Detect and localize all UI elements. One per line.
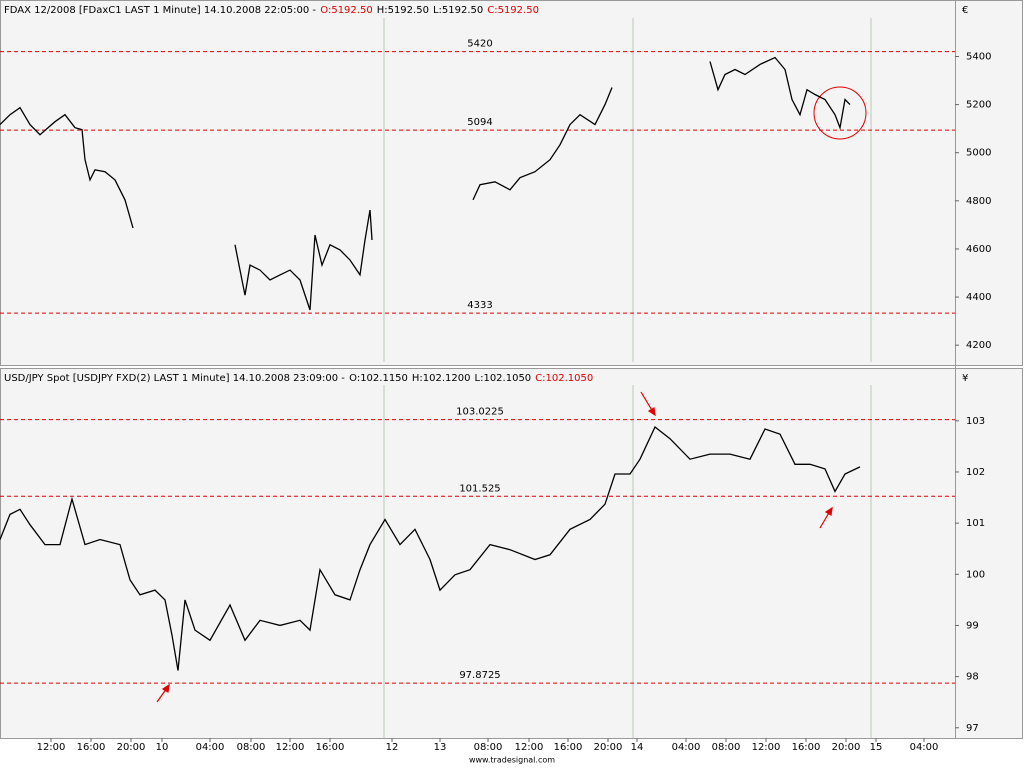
y-tick-label: 100: [966, 569, 985, 580]
arrows: [156, 391, 833, 703]
ohlc-value: C:5192.50: [487, 5, 539, 16]
x-tick-label: 12:00: [37, 742, 66, 753]
currency: €: [962, 5, 968, 16]
highlight-circle: [813, 86, 867, 140]
x-tick-label: 08:00: [712, 742, 741, 753]
y-tick-label: 98: [966, 672, 979, 683]
x-tick-label: 16:00: [554, 742, 583, 753]
x-tick-label: 08:00: [474, 742, 503, 753]
price-line: [0, 106, 134, 229]
ohlc-value: C:102.1050: [535, 373, 593, 384]
x-tick-label: 10: [156, 742, 169, 753]
arrow-head: [647, 407, 656, 417]
price-line: [709, 56, 851, 131]
header-text: FDAX 12/2008 [FDaxC1 LAST 1 Minute] 14.1…: [4, 5, 316, 16]
y-tick-label: 5200: [966, 100, 991, 111]
ohlc-value: H:5192.50: [377, 5, 429, 16]
x-tick-label: 04:00: [196, 742, 225, 753]
ohlc-value: O:5192.50: [320, 5, 372, 16]
x-tick-label: 12:00: [276, 742, 305, 753]
ohlc-value: L:102.1050: [475, 373, 532, 384]
y-tick-label: 97: [966, 723, 979, 734]
arrow-head: [161, 683, 170, 693]
level-label: 5420: [467, 39, 492, 50]
x-tick-label: 04:00: [672, 742, 701, 753]
price-line: [472, 87, 613, 201]
level-label: 103.0225: [456, 407, 504, 418]
x-tick-label: 04:00: [910, 742, 939, 753]
footer: www.tradesignal.com: [469, 756, 555, 765]
panel-header: FDAX 12/2008 [FDaxC1 LAST 1 Minute] 14.1…: [4, 5, 539, 16]
header-text: USD/JPY Spot [USDJPY FXD(2) LAST 1 Minut…: [4, 373, 345, 384]
y-tick-label: 5400: [966, 51, 991, 62]
x-tick-label: 16:00: [792, 742, 821, 753]
price-line: [0, 425, 861, 671]
y-tick-label: 4200: [966, 340, 991, 351]
y-tick-label: 4600: [966, 244, 991, 255]
level-label: 101.525: [459, 483, 500, 494]
x-tick-label: 14: [631, 742, 644, 753]
x-tick-label: 13: [434, 742, 447, 753]
level-label: 4333: [467, 300, 492, 311]
y-tick-label: 101: [966, 518, 985, 529]
y-tick-label: 99: [966, 620, 979, 631]
level-label: 5094: [467, 117, 492, 128]
panel-frame: [0, 368, 1023, 739]
x-tick-label: 08:00: [237, 742, 266, 753]
ohlc-value: L:5192.50: [433, 5, 483, 16]
x-tick-label: 16:00: [77, 742, 106, 753]
x-tick-label: 12:00: [515, 742, 544, 753]
x-tick-label: 12: [386, 742, 399, 753]
x-tick-label: 20:00: [594, 742, 623, 753]
ohlc-value: H:102.1200: [412, 373, 471, 384]
arrow: [640, 391, 654, 413]
x-tick-label: 20:00: [832, 742, 861, 753]
session-lines: [383, 18, 872, 738]
arrow-head: [824, 506, 833, 516]
x-tick-label: 20:00: [117, 742, 146, 753]
x-tick-label: 12:00: [752, 742, 781, 753]
x-tick-label: 16:00: [316, 742, 345, 753]
y-tick-label: 5000: [966, 148, 991, 159]
price-line: [234, 209, 373, 311]
y-tick-label: 102: [966, 467, 985, 478]
y-tick-label: 103: [966, 416, 985, 427]
panel-header: USD/JPY Spot [USDJPY FXD(2) LAST 1 Minut…: [4, 373, 593, 384]
level-label: 97.8725: [459, 670, 500, 681]
y-tick-label: 4800: [966, 196, 991, 207]
x-tick-label: 15: [870, 742, 883, 753]
y-tick-label: 4400: [966, 292, 991, 303]
ohlc-value: O:102.1150: [349, 373, 408, 384]
currency: ¥: [962, 373, 968, 384]
panel-frame: [0, 0, 1023, 366]
